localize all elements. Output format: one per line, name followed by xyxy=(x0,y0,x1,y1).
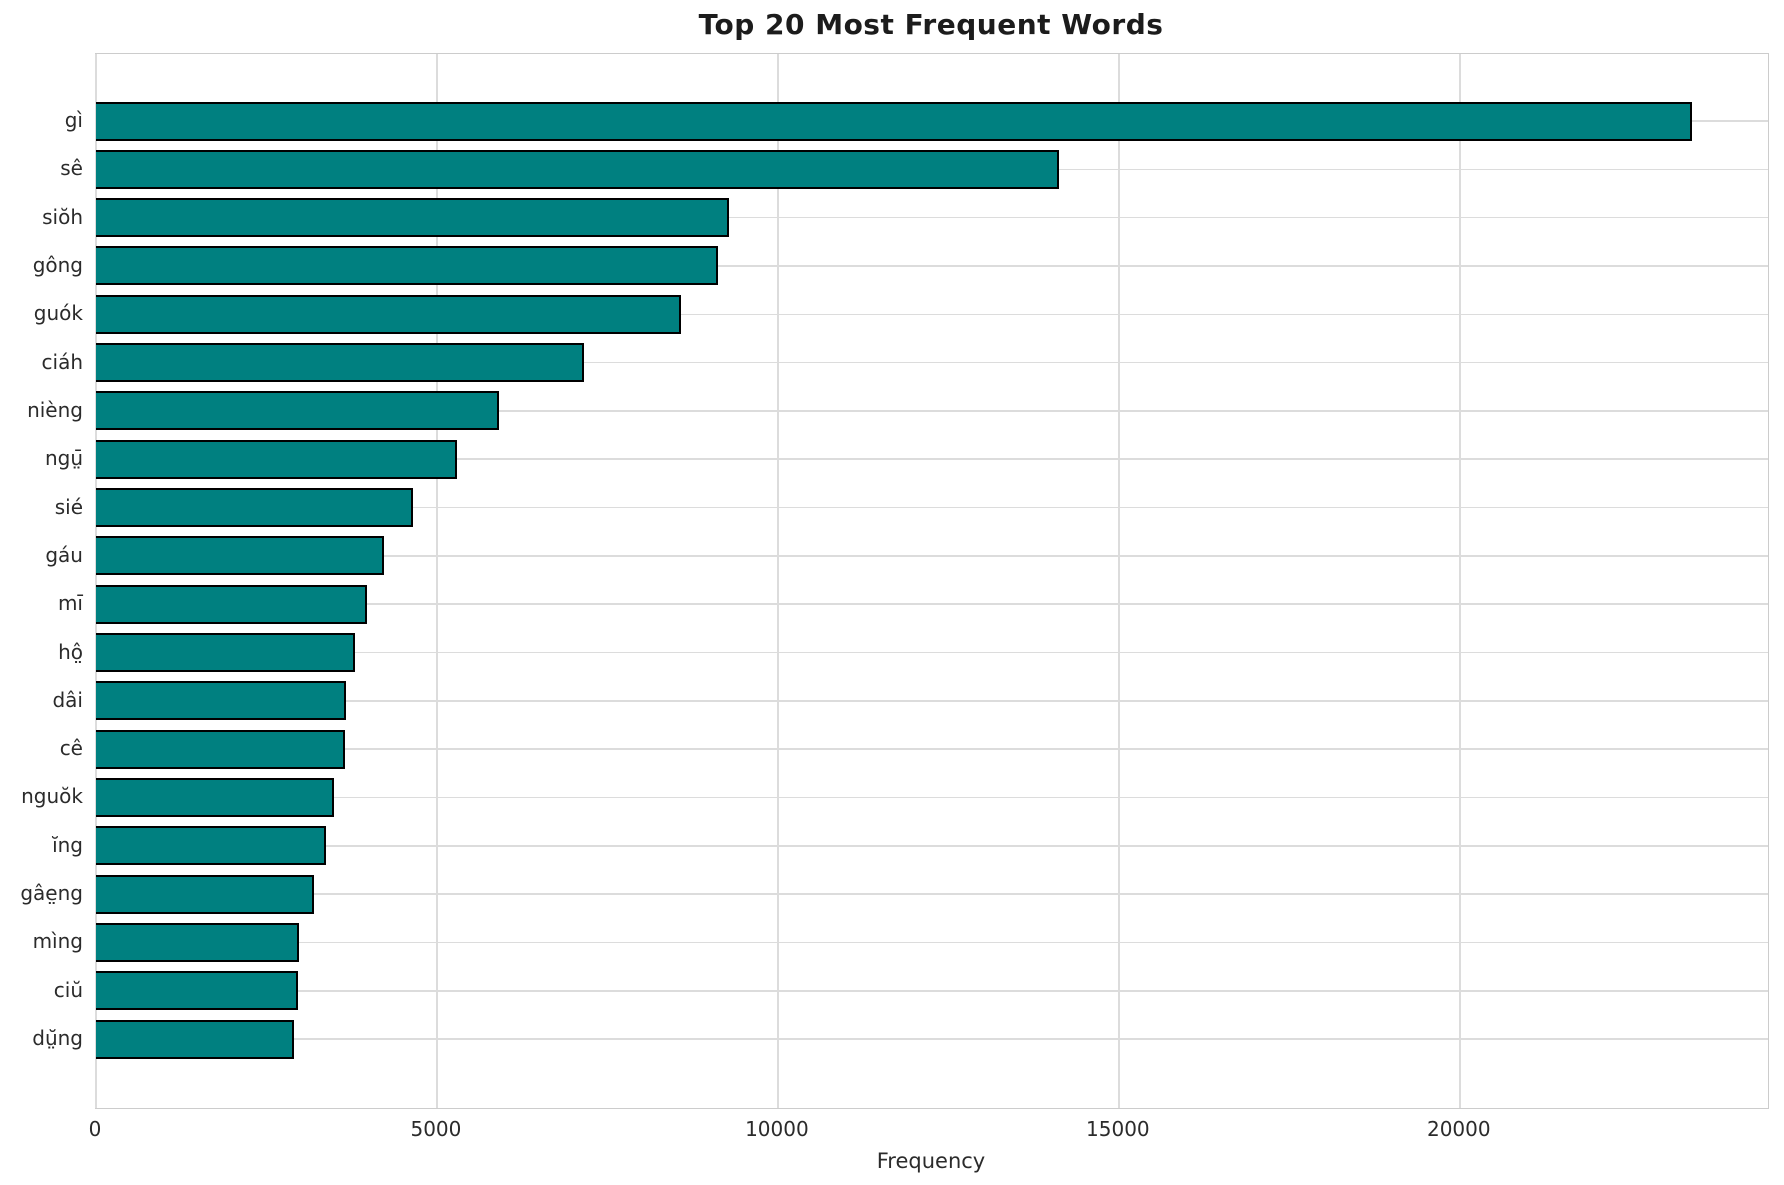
x-axis-title: Frequency xyxy=(876,1149,986,1173)
plot-area xyxy=(95,53,1769,1109)
y-gridline xyxy=(96,361,1768,364)
y-gridline xyxy=(96,410,1768,412)
y-gridline xyxy=(96,458,1768,460)
ytick-label-19: dṳ̆ng xyxy=(32,1026,83,1051)
ytick-label-10: mī xyxy=(57,591,83,616)
bar-guók xyxy=(96,294,682,334)
ytick-label-2: siŏh xyxy=(42,204,83,229)
xtick-label-15000: 15000 xyxy=(1086,1117,1150,1141)
ytick-label-12: dâi xyxy=(52,687,83,712)
y-gridline xyxy=(96,748,1768,750)
y-gridline xyxy=(96,845,1768,847)
chart-title: Top 20 Most Frequent Words xyxy=(698,8,1164,41)
bar-sié xyxy=(96,488,414,528)
bar-mìng xyxy=(96,922,300,962)
bar-nguŏk xyxy=(96,777,334,817)
bar-gâe̤ng xyxy=(96,874,315,914)
xtick-label-10000: 10000 xyxy=(745,1117,809,1141)
bar-dṳ̆ng xyxy=(96,1019,294,1059)
xtick-label-5000: 5000 xyxy=(410,1117,462,1141)
bar-dâi xyxy=(96,681,347,721)
y-gridline xyxy=(96,313,1768,316)
bar-nièng xyxy=(96,391,499,431)
ytick-label-7: ngṳ̄ xyxy=(44,446,83,471)
y-gridline xyxy=(96,796,1768,799)
bar-siŏh xyxy=(96,198,729,238)
y-gridline xyxy=(96,651,1768,654)
bar-gông xyxy=(96,246,718,286)
x-gridline xyxy=(1118,54,1120,1108)
bar-mī xyxy=(96,584,367,624)
y-gridline xyxy=(96,941,1768,944)
bar-ĭng xyxy=(96,826,326,866)
y-gridline xyxy=(96,555,1768,557)
y-gridline xyxy=(96,506,1768,509)
xtick-label-20000: 20000 xyxy=(1426,1117,1491,1141)
y-gridline xyxy=(96,603,1768,605)
ytick-label-9: gáu xyxy=(45,542,83,567)
bar-sê xyxy=(96,149,1059,189)
ytick-label-11: hô̤ xyxy=(58,639,83,664)
bar-ngṳ̄ xyxy=(96,439,457,479)
bar-ciáh xyxy=(96,343,585,383)
y-gridline xyxy=(96,700,1768,702)
xtick-label-0: 0 xyxy=(88,1117,102,1141)
bar-ciŭ xyxy=(96,971,298,1011)
x-gridline xyxy=(1459,54,1461,1108)
ytick-label-14: nguŏk xyxy=(21,784,83,809)
ytick-label-17: mìng xyxy=(32,929,83,954)
y-gridline xyxy=(96,216,1768,219)
y-gridline xyxy=(96,1038,1768,1040)
ytick-label-0: gì xyxy=(64,108,83,132)
y-gridline xyxy=(96,893,1768,895)
ytick-label-18: ciŭ xyxy=(53,977,83,1002)
x-gridline xyxy=(95,54,97,1108)
ytick-label-15: ĭng xyxy=(52,832,83,857)
x-gridline xyxy=(777,54,779,1108)
y-gridline xyxy=(96,990,1768,992)
ytick-label-5: ciáh xyxy=(41,349,83,374)
x-gridline xyxy=(436,54,438,1108)
ytick-label-4: guók xyxy=(33,301,83,326)
ytick-label-8: sié xyxy=(54,494,83,519)
ytick-label-6: nièng xyxy=(27,397,83,422)
bar-gáu xyxy=(96,536,384,576)
bar-hô̤ xyxy=(96,633,356,673)
bar-gì xyxy=(96,101,1692,141)
ytick-label-1: sê xyxy=(60,156,83,181)
ytick-label-13: cê xyxy=(59,736,83,761)
bar-cê xyxy=(96,729,345,769)
y-gridline xyxy=(96,265,1768,267)
ytick-label-16: gâe̤ng xyxy=(20,881,83,906)
ytick-label-3: gông xyxy=(32,252,83,277)
